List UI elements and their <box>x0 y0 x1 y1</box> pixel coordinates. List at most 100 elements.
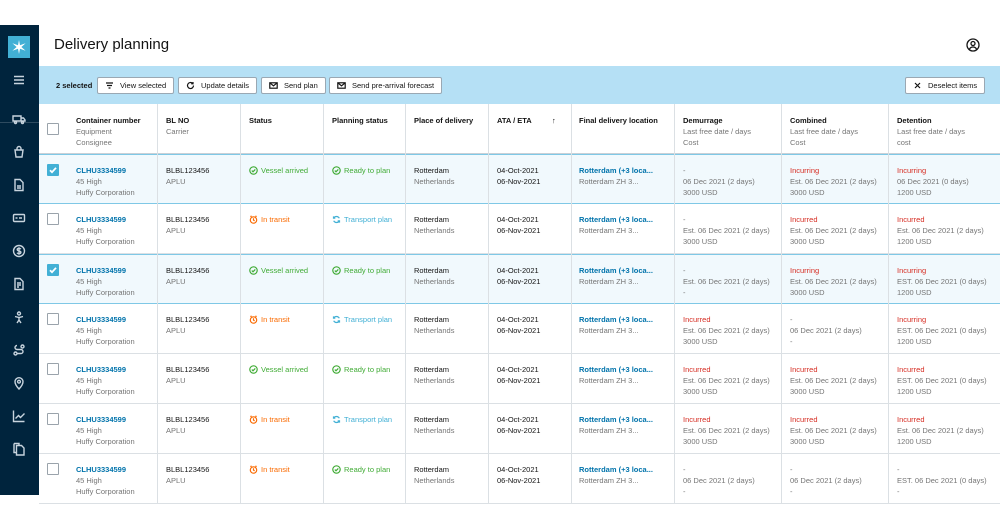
demurrage-cost: 3000 USD <box>683 237 718 246</box>
location-pin-icon[interactable] <box>11 375 27 391</box>
place-cell: Rotterdam Netherlands <box>414 314 454 336</box>
row-checkbox[interactable] <box>47 213 59 225</box>
final-location-sub: Rotterdam ZH 3... <box>579 177 639 186</box>
planning-status-cell[interactable]: Transport plan <box>332 314 392 325</box>
planning-status-cell[interactable]: Transport plan <box>332 214 392 225</box>
bl-cell: BLBL123456 APLU <box>166 214 209 236</box>
route-icon[interactable] <box>11 342 27 358</box>
equipment-text: 45 High <box>76 476 102 485</box>
final-location-sub: Rotterdam ZH 3... <box>579 326 639 335</box>
send-plan-label: Send plan <box>284 81 318 90</box>
combined-date: Est. 06 Dec 2021 (2 days) <box>790 426 877 435</box>
container-number-link[interactable]: CLHU3334599 <box>76 266 127 275</box>
place-city: Rotterdam <box>414 215 450 224</box>
final-location-link[interactable]: Rotterdam (+3 loca... <box>579 465 653 474</box>
row-checkbox[interactable] <box>47 363 59 375</box>
table-row[interactable]: CLHU3334599 45 High Huffy Corporation BL… <box>39 254 1000 304</box>
table-row[interactable]: CLHU3334599 45 High Huffy Corporation BL… <box>39 404 1000 454</box>
carrier-text: APLU <box>166 426 186 435</box>
column-header-final-location[interactable]: Final delivery location <box>579 115 658 126</box>
container-cell: CLHU3334599 45 High Huffy Corporation <box>76 414 135 447</box>
final-location-link[interactable]: Rotterdam (+3 loca... <box>579 266 653 275</box>
column-divider <box>571 104 572 504</box>
invoice-icon[interactable] <box>11 276 27 292</box>
table-row[interactable]: CLHU3334599 45 High Huffy Corporation BL… <box>39 454 1000 504</box>
update-details-button[interactable]: Update details <box>178 77 257 94</box>
container-number-link[interactable]: CLHU3334599 <box>76 215 127 224</box>
combined-cost: - <box>790 337 793 346</box>
combined-cost: 3000 USD <box>790 188 825 197</box>
document-icon[interactable] <box>11 177 27 193</box>
planning-status-cell[interactable]: Ready to plan <box>332 265 390 276</box>
container-number-link[interactable]: CLHU3334599 <box>76 315 127 324</box>
column-subtitle: Last free date / days <box>790 127 858 136</box>
combined-state: Incurred <box>790 365 818 374</box>
column-header-detention[interactable]: Detention Last free date / days cost <box>897 115 965 148</box>
truck-icon[interactable] <box>11 111 27 127</box>
row-checkbox[interactable] <box>47 413 59 425</box>
demurrage-date: 06 Dec 2021 (2 days) <box>683 476 755 485</box>
row-checkbox[interactable] <box>47 463 59 475</box>
column-header-bl[interactable]: BL NO Carrier <box>166 115 189 137</box>
person-icon[interactable] <box>11 309 27 325</box>
table-row[interactable]: CLHU3334599 45 High Huffy Corporation BL… <box>39 354 1000 404</box>
send-plan-button[interactable]: Send plan <box>261 77 326 94</box>
column-header-combined[interactable]: Combined Last free date / days Cost <box>790 115 858 148</box>
select-all-checkbox[interactable] <box>47 123 59 135</box>
check-circle-icon <box>332 266 344 275</box>
demurrage-cell: Incurred Est. 06 Dec 2021 (2 days) 3000 … <box>683 414 770 447</box>
final-location-sub: Rotterdam ZH 3... <box>579 226 639 235</box>
chart-icon[interactable] <box>11 408 27 424</box>
row-checkbox[interactable] <box>47 264 59 276</box>
selection-action-bar: 2 selected View selected Update details … <box>39 66 1000 104</box>
planning-status-cell[interactable]: Transport plan <box>332 414 392 425</box>
brand-star-logo[interactable] <box>8 36 30 58</box>
row-checkbox[interactable] <box>47 164 59 176</box>
column-header-planning-status[interactable]: Planning status <box>332 115 388 126</box>
table-row[interactable]: CLHU3334599 45 High Huffy Corporation BL… <box>39 154 1000 204</box>
view-selected-button[interactable]: View selected <box>97 77 175 94</box>
planning-status-cell[interactable]: Ready to plan <box>332 464 390 475</box>
ata-eta-cell: 04-Oct-2021 06-Nov-2021 <box>497 265 540 287</box>
final-location-link[interactable]: Rotterdam (+3 loca... <box>579 166 653 175</box>
selected-count: 2 selected <box>56 81 93 90</box>
place-cell: Rotterdam Netherlands <box>414 464 454 486</box>
final-location-link[interactable]: Rotterdam (+3 loca... <box>579 415 653 424</box>
send-forecast-button[interactable]: Send pre-arrival forecast <box>329 77 443 94</box>
column-header-container[interactable]: Container number Equipment Consignee <box>76 115 141 148</box>
container-cell: CLHU3334599 45 High Huffy Corporation <box>76 314 135 347</box>
final-location-link[interactable]: Rotterdam (+3 loca... <box>579 215 653 224</box>
combined-date: 06 Dec 2021 (2 days) <box>790 326 862 335</box>
row-checkbox[interactable] <box>47 313 59 325</box>
equipment-text: 45 High <box>76 426 102 435</box>
table-row[interactable]: CLHU3334599 45 High Huffy Corporation BL… <box>39 304 1000 354</box>
menu-icon[interactable] <box>11 72 27 88</box>
consignee-text: Huffy Corporation <box>76 188 135 197</box>
detention-state: Incurring <box>897 266 927 275</box>
card-icon[interactable] <box>11 210 27 226</box>
column-header-ata-eta[interactable]: ATA / ETA <box>497 115 532 126</box>
deselect-items-button[interactable]: Deselect items <box>905 77 986 94</box>
sort-ascending-icon[interactable]: ↑ <box>552 116 556 125</box>
column-header-status[interactable]: Status <box>249 115 272 126</box>
user-profile-icon[interactable] <box>966 38 980 52</box>
container-number-link[interactable]: CLHU3334599 <box>76 365 127 374</box>
final-location-link[interactable]: Rotterdam (+3 loca... <box>579 315 653 324</box>
check-circle-icon <box>332 365 344 374</box>
final-location-link[interactable]: Rotterdam (+3 loca... <box>579 365 653 374</box>
column-header-place[interactable]: Place of delivery <box>414 115 473 126</box>
place-city: Rotterdam <box>414 465 450 474</box>
column-header-demurrage[interactable]: Demurrage Last free date / days Cost <box>683 115 751 148</box>
container-number-link[interactable]: CLHU3334599 <box>76 166 127 175</box>
documents-icon[interactable] <box>11 441 27 457</box>
combined-cell: Incurred Est. 06 Dec 2021 (2 days) 3000 … <box>790 364 877 397</box>
place-city: Rotterdam <box>414 315 450 324</box>
bag-icon[interactable] <box>11 144 27 160</box>
detention-state: Incurring <box>897 315 927 324</box>
planning-status-cell[interactable]: Ready to plan <box>332 165 390 176</box>
planning-status-cell[interactable]: Ready to plan <box>332 364 390 375</box>
table-row[interactable]: CLHU3334599 45 High Huffy Corporation BL… <box>39 204 1000 254</box>
container-number-link[interactable]: CLHU3334599 <box>76 415 127 424</box>
container-number-link[interactable]: CLHU3334599 <box>76 465 127 474</box>
dollar-icon[interactable] <box>11 243 27 259</box>
